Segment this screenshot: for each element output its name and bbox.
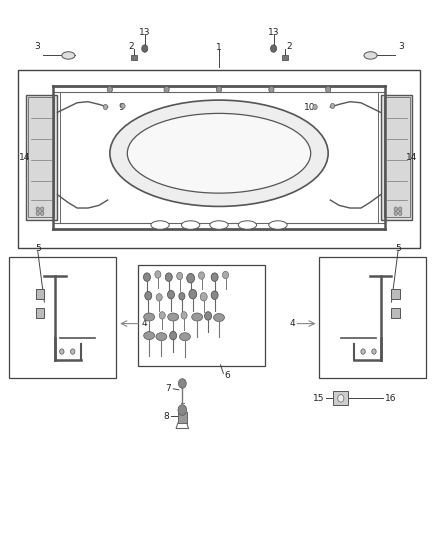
Text: 2: 2 xyxy=(128,42,134,51)
Circle shape xyxy=(211,273,218,281)
Circle shape xyxy=(164,86,169,93)
Ellipse shape xyxy=(269,221,287,229)
Text: 6: 6 xyxy=(225,371,231,380)
Text: 13: 13 xyxy=(139,28,151,37)
Ellipse shape xyxy=(62,52,75,59)
Circle shape xyxy=(372,349,376,354)
Circle shape xyxy=(155,271,161,278)
Circle shape xyxy=(178,378,186,388)
Circle shape xyxy=(271,45,277,52)
Bar xyxy=(319,257,426,378)
Ellipse shape xyxy=(156,333,167,341)
Circle shape xyxy=(325,86,331,93)
Bar xyxy=(283,55,288,60)
Circle shape xyxy=(167,290,174,299)
Text: 12: 12 xyxy=(239,158,250,167)
Circle shape xyxy=(121,103,125,109)
Bar xyxy=(10,257,117,378)
Circle shape xyxy=(361,349,365,354)
Circle shape xyxy=(178,405,187,415)
Circle shape xyxy=(36,211,39,215)
Circle shape xyxy=(40,207,44,211)
Text: 2: 2 xyxy=(286,42,292,51)
Circle shape xyxy=(189,289,197,299)
Circle shape xyxy=(211,291,218,300)
Text: 4: 4 xyxy=(141,319,147,328)
Text: 13: 13 xyxy=(268,28,279,37)
Text: 1: 1 xyxy=(216,43,222,52)
Circle shape xyxy=(165,273,172,281)
Circle shape xyxy=(394,207,398,211)
Circle shape xyxy=(177,272,183,280)
Circle shape xyxy=(144,273,150,281)
Ellipse shape xyxy=(214,313,224,321)
Circle shape xyxy=(159,312,165,319)
Ellipse shape xyxy=(210,221,228,229)
Bar xyxy=(392,308,400,318)
Circle shape xyxy=(103,104,108,110)
Circle shape xyxy=(330,103,335,109)
Ellipse shape xyxy=(181,221,200,229)
Text: 14: 14 xyxy=(19,153,30,162)
Bar xyxy=(28,98,54,217)
Circle shape xyxy=(223,271,229,279)
Circle shape xyxy=(107,86,113,93)
Circle shape xyxy=(71,349,75,354)
Circle shape xyxy=(142,45,148,52)
Circle shape xyxy=(216,86,222,93)
Circle shape xyxy=(36,207,39,211)
Circle shape xyxy=(399,211,402,215)
Text: 5: 5 xyxy=(35,245,41,254)
Ellipse shape xyxy=(192,313,203,321)
Circle shape xyxy=(187,273,194,283)
Text: 3: 3 xyxy=(399,42,404,51)
Bar xyxy=(177,412,187,423)
Bar xyxy=(35,308,44,318)
Text: 9: 9 xyxy=(119,102,124,111)
Circle shape xyxy=(156,294,162,301)
Circle shape xyxy=(40,211,44,215)
Circle shape xyxy=(198,272,205,279)
Ellipse shape xyxy=(168,313,179,321)
Ellipse shape xyxy=(110,100,328,206)
Text: 10: 10 xyxy=(304,102,316,111)
Bar xyxy=(381,95,412,220)
Text: 8: 8 xyxy=(163,412,169,421)
Text: 5: 5 xyxy=(395,245,401,254)
Ellipse shape xyxy=(151,221,169,229)
Ellipse shape xyxy=(180,333,191,341)
Circle shape xyxy=(338,394,344,402)
Text: 16: 16 xyxy=(385,394,396,403)
Circle shape xyxy=(170,332,177,340)
Text: 14: 14 xyxy=(406,153,418,162)
Bar xyxy=(18,70,420,248)
Ellipse shape xyxy=(144,332,155,340)
Circle shape xyxy=(181,312,187,319)
Circle shape xyxy=(60,349,64,354)
Circle shape xyxy=(205,312,212,320)
Ellipse shape xyxy=(144,313,155,321)
Bar xyxy=(384,98,410,217)
Bar xyxy=(131,55,138,60)
Circle shape xyxy=(313,104,317,110)
Circle shape xyxy=(394,211,398,215)
Circle shape xyxy=(399,207,402,211)
Text: 15: 15 xyxy=(313,394,325,403)
Circle shape xyxy=(179,293,185,300)
Bar xyxy=(26,95,57,220)
Bar xyxy=(138,265,265,367)
Bar xyxy=(392,289,400,299)
Ellipse shape xyxy=(127,114,311,193)
Circle shape xyxy=(200,293,207,301)
Ellipse shape xyxy=(238,221,257,229)
Text: 11: 11 xyxy=(155,137,167,146)
Circle shape xyxy=(269,86,274,93)
Bar xyxy=(333,391,348,405)
Ellipse shape xyxy=(364,52,377,59)
Circle shape xyxy=(145,292,152,300)
Text: 3: 3 xyxy=(34,42,40,51)
Text: 4: 4 xyxy=(289,319,295,328)
Bar xyxy=(35,289,44,299)
Text: 7: 7 xyxy=(165,384,171,393)
